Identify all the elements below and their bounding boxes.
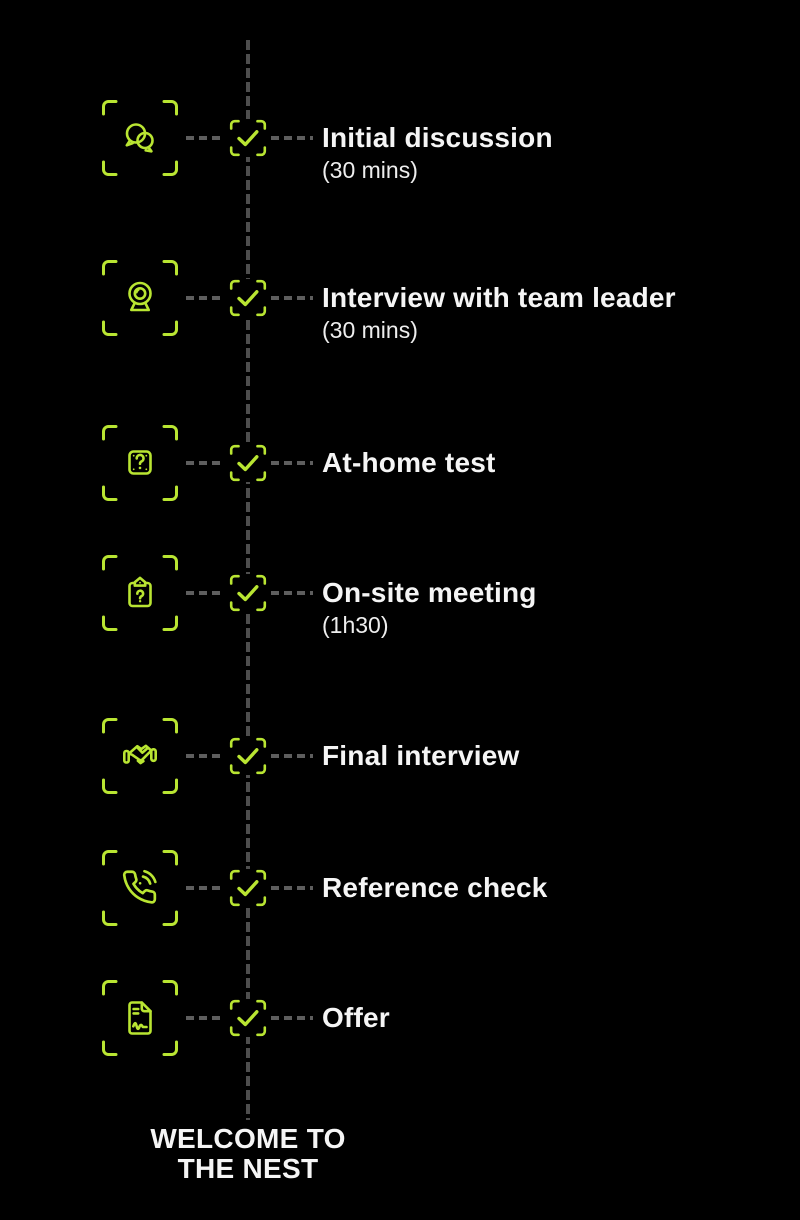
step-title: Initial discussion xyxy=(322,122,553,153)
dash-connector xyxy=(271,1016,313,1020)
step-title: Interview with team leader xyxy=(322,282,676,313)
dash-connector xyxy=(271,886,313,890)
check-icon xyxy=(229,999,267,1037)
dash-connector xyxy=(271,296,313,300)
phone-ring-icon xyxy=(100,848,180,928)
signed-document-icon xyxy=(100,978,180,1058)
step-initial-discussion: Initial discussion (30 mins) xyxy=(0,98,800,183)
dash-connector xyxy=(271,136,313,140)
dash-connector xyxy=(271,754,313,758)
step-offer: Offer xyxy=(0,978,800,1058)
step-title: At-home test xyxy=(322,447,496,478)
check-icon xyxy=(229,444,267,482)
check-icon xyxy=(229,119,267,157)
dash-connector xyxy=(186,1016,224,1020)
step-reference-check: Reference check xyxy=(0,848,800,928)
question-card-icon xyxy=(100,423,180,503)
check-icon xyxy=(229,574,267,612)
chat-bubbles-icon xyxy=(100,98,180,178)
dash-connector xyxy=(186,136,224,140)
step-title: Offer xyxy=(322,1002,390,1033)
step-final-interview: Final interview xyxy=(0,716,800,796)
dash-connector xyxy=(271,591,313,595)
step-subtitle: (1h30) xyxy=(322,612,389,638)
dash-connector xyxy=(186,591,224,595)
caption-line-2: THE NEST xyxy=(177,1153,319,1184)
dash-connector xyxy=(186,754,224,758)
webcam-icon xyxy=(100,258,180,338)
step-team-leader-interview: Interview with team leader (30 mins) xyxy=(0,258,800,343)
step-title: Reference check xyxy=(322,872,548,903)
step-on-site-meeting: On-site meeting (1h30) xyxy=(0,553,800,638)
handshake-icon xyxy=(100,716,180,796)
check-icon xyxy=(229,869,267,907)
dash-connector xyxy=(271,461,313,465)
dash-connector xyxy=(186,461,224,465)
step-subtitle: (30 mins) xyxy=(322,317,418,343)
dash-connector xyxy=(186,296,224,300)
caption-line-1: WELCOME TO xyxy=(150,1123,346,1154)
dash-connector xyxy=(186,886,224,890)
step-at-home-test: At-home test xyxy=(0,423,800,503)
check-icon xyxy=(229,737,267,775)
check-icon xyxy=(229,279,267,317)
step-title: On-site meeting xyxy=(322,577,537,608)
step-title: Final interview xyxy=(322,740,520,771)
caption: WELCOME TO THE NEST xyxy=(108,1124,388,1184)
step-subtitle: (30 mins) xyxy=(322,157,418,183)
clipboard-question-icon xyxy=(100,553,180,633)
